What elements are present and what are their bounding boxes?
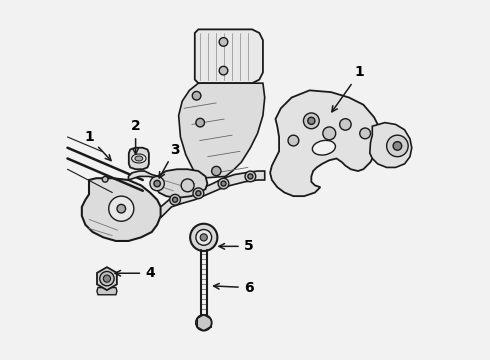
Circle shape bbox=[192, 91, 201, 100]
Text: 2: 2 bbox=[131, 119, 141, 154]
Polygon shape bbox=[195, 30, 263, 83]
Text: 3: 3 bbox=[159, 143, 180, 178]
Polygon shape bbox=[129, 148, 149, 169]
Polygon shape bbox=[156, 169, 207, 198]
Circle shape bbox=[323, 127, 336, 140]
Circle shape bbox=[340, 119, 351, 130]
Circle shape bbox=[102, 176, 108, 182]
Circle shape bbox=[109, 196, 134, 221]
Circle shape bbox=[212, 166, 221, 176]
Circle shape bbox=[181, 179, 194, 192]
Circle shape bbox=[218, 178, 229, 189]
Text: 6: 6 bbox=[214, 280, 253, 294]
Circle shape bbox=[154, 180, 160, 187]
Polygon shape bbox=[82, 178, 161, 241]
Polygon shape bbox=[179, 83, 265, 178]
Circle shape bbox=[196, 229, 212, 245]
Polygon shape bbox=[161, 171, 265, 218]
Text: 4: 4 bbox=[115, 266, 155, 280]
Ellipse shape bbox=[135, 156, 143, 161]
Circle shape bbox=[303, 113, 319, 129]
Polygon shape bbox=[270, 90, 379, 196]
Circle shape bbox=[190, 224, 218, 251]
Circle shape bbox=[100, 271, 114, 286]
Ellipse shape bbox=[312, 140, 336, 155]
Circle shape bbox=[219, 66, 228, 75]
Circle shape bbox=[103, 275, 111, 282]
Circle shape bbox=[200, 234, 207, 241]
Ellipse shape bbox=[132, 154, 146, 163]
Circle shape bbox=[196, 118, 204, 127]
Circle shape bbox=[150, 176, 164, 191]
Polygon shape bbox=[97, 288, 117, 295]
Circle shape bbox=[193, 188, 204, 199]
Polygon shape bbox=[97, 267, 117, 290]
Circle shape bbox=[172, 197, 177, 202]
Polygon shape bbox=[128, 171, 205, 196]
Circle shape bbox=[117, 204, 125, 213]
Circle shape bbox=[393, 141, 402, 150]
Circle shape bbox=[219, 38, 228, 46]
Circle shape bbox=[308, 117, 315, 125]
Circle shape bbox=[196, 191, 201, 196]
Circle shape bbox=[221, 181, 226, 186]
Text: 1: 1 bbox=[332, 66, 365, 112]
Circle shape bbox=[387, 135, 408, 157]
Circle shape bbox=[196, 315, 212, 330]
Circle shape bbox=[288, 135, 299, 146]
Circle shape bbox=[360, 128, 370, 139]
Circle shape bbox=[170, 194, 180, 205]
Circle shape bbox=[245, 171, 256, 182]
Circle shape bbox=[248, 174, 253, 179]
Text: 5: 5 bbox=[219, 239, 253, 253]
Polygon shape bbox=[370, 123, 412, 167]
Text: 1: 1 bbox=[84, 130, 111, 161]
